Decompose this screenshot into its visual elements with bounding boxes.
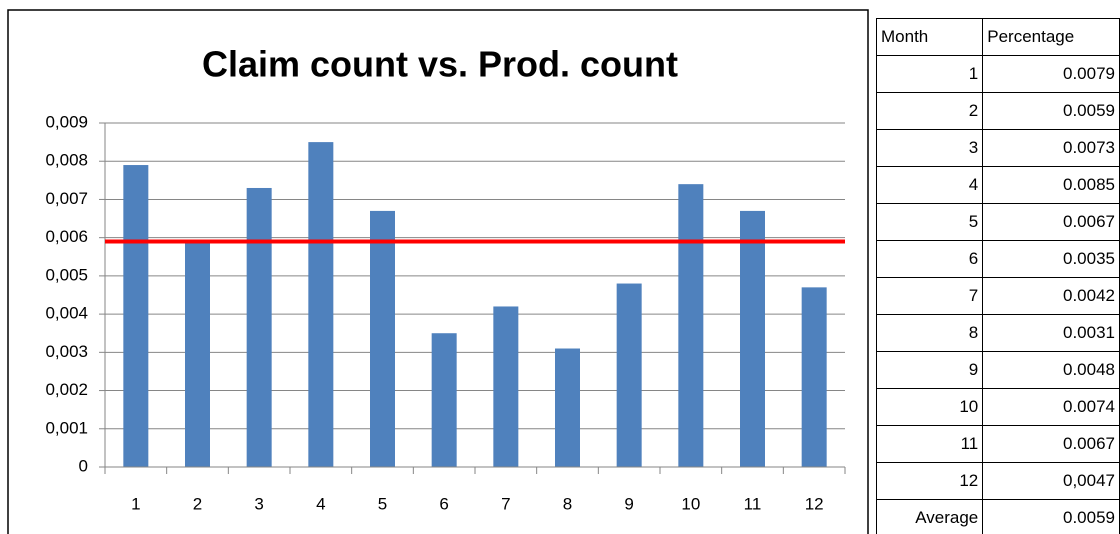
table-cell: 3 — [875, 129, 984, 167]
data-table: Month Percentage 1 0.0079 2 0.0059 3 0.0073 4 0.0… — [875, 18, 1120, 534]
y-tick-label: 0,001 — [45, 418, 88, 437]
table-cell: 0.0059 — [982, 499, 1120, 534]
table-cell: 0,0047 — [982, 462, 1120, 500]
y-tick-label: 0,003 — [45, 342, 88, 361]
x-tick-label: 5 — [378, 494, 387, 513]
table-row: 4 0.0085 — [875, 166, 1120, 204]
table-cell: 0.0067 — [982, 425, 1120, 463]
table-row: 6 0.0035 — [875, 240, 1120, 278]
bar — [370, 210, 395, 467]
table-row: 10 0.0074 — [875, 388, 1120, 426]
y-tick-label: 0,006 — [45, 227, 88, 246]
y-tick-label: 0 — [79, 456, 88, 475]
table-row: 8 0.0031 — [875, 314, 1120, 352]
table-cell: 0.0059 — [982, 92, 1120, 130]
table-row: 12 0,0047 — [875, 462, 1120, 500]
table-cell: 0.0042 — [982, 277, 1120, 315]
x-tick-label: 10 — [681, 494, 700, 513]
y-tick-label: 0,008 — [45, 151, 88, 170]
table-cell: 5 — [875, 203, 984, 241]
bar — [678, 184, 704, 467]
header-cell: Month — [875, 18, 984, 56]
bar — [493, 306, 519, 467]
table-cell: 8 — [875, 314, 984, 352]
table-row: 2 0.0059 — [875, 92, 1120, 130]
y-tick-label: 0,009 — [45, 112, 88, 131]
table-cell: 0.0079 — [982, 55, 1120, 93]
table-cell: 0.0048 — [982, 351, 1120, 389]
bar — [123, 165, 149, 468]
y-tick-label: 0,007 — [45, 189, 88, 208]
x-tick-label: 11 — [744, 494, 762, 513]
x-tick-label: 6 — [439, 494, 448, 513]
header-cell: Percentage — [982, 18, 1120, 56]
table-cell: 1 — [875, 55, 984, 93]
bar — [801, 287, 827, 467]
x-tick-label: 1 — [131, 494, 140, 513]
table-cell: 7 — [875, 277, 984, 315]
table-row: 5 0.0067 — [875, 203, 1120, 241]
bar — [740, 210, 765, 467]
bar — [431, 333, 457, 467]
x-tick-label: 7 — [501, 494, 510, 513]
table-row: 1 0.0079 — [875, 55, 1120, 93]
x-tick-label: 12 — [805, 494, 824, 513]
table-cell: 9 — [875, 351, 984, 389]
bar — [246, 187, 272, 467]
bar — [555, 348, 580, 467]
x-tick-label: 9 — [624, 494, 633, 513]
chart-title: Claim count vs. Prod. count — [202, 44, 678, 85]
table-cell: 6 — [875, 240, 984, 278]
table-cell: 10 — [875, 388, 984, 426]
table-cell: Average — [875, 499, 984, 534]
table-row: 7 0.0042 — [875, 277, 1120, 315]
table-row: 11 0.0067 — [875, 425, 1120, 463]
x-tick-label: 2 — [193, 494, 202, 513]
x-tick-label: 4 — [316, 494, 325, 513]
bar — [308, 142, 334, 467]
table-cell: 0.0074 — [982, 388, 1120, 426]
table-cell: 11 — [875, 425, 984, 463]
y-tick-label: 0,005 — [45, 265, 88, 284]
bar — [185, 241, 210, 467]
table-cell: 2 — [875, 92, 984, 130]
table-cell: 0.0031 — [982, 314, 1120, 352]
table-row: Month Percentage — [875, 18, 1120, 56]
table-cell: 0.0085 — [982, 166, 1120, 204]
x-tick-label: 8 — [563, 494, 572, 513]
table-cell: 0.0035 — [982, 240, 1120, 278]
table-cell: 12 — [875, 462, 984, 500]
table-row: 3 0.0073 — [875, 129, 1120, 167]
table-row: 9 0.0048 — [875, 351, 1120, 389]
table-cell: 4 — [875, 166, 984, 204]
table-cell: 0.0073 — [982, 129, 1120, 167]
chart: Claim count vs. Prod. count 0 0,001 0,002 0… — [7, 9, 869, 534]
table-cell: 0.0067 — [982, 203, 1120, 241]
y-tick-label: 0,004 — [45, 304, 88, 323]
y-tick-label: 0,002 — [45, 380, 88, 399]
x-tick-label: 3 — [254, 494, 263, 513]
bar — [616, 283, 642, 467]
table-row: Average 0.0059 — [875, 499, 1120, 534]
